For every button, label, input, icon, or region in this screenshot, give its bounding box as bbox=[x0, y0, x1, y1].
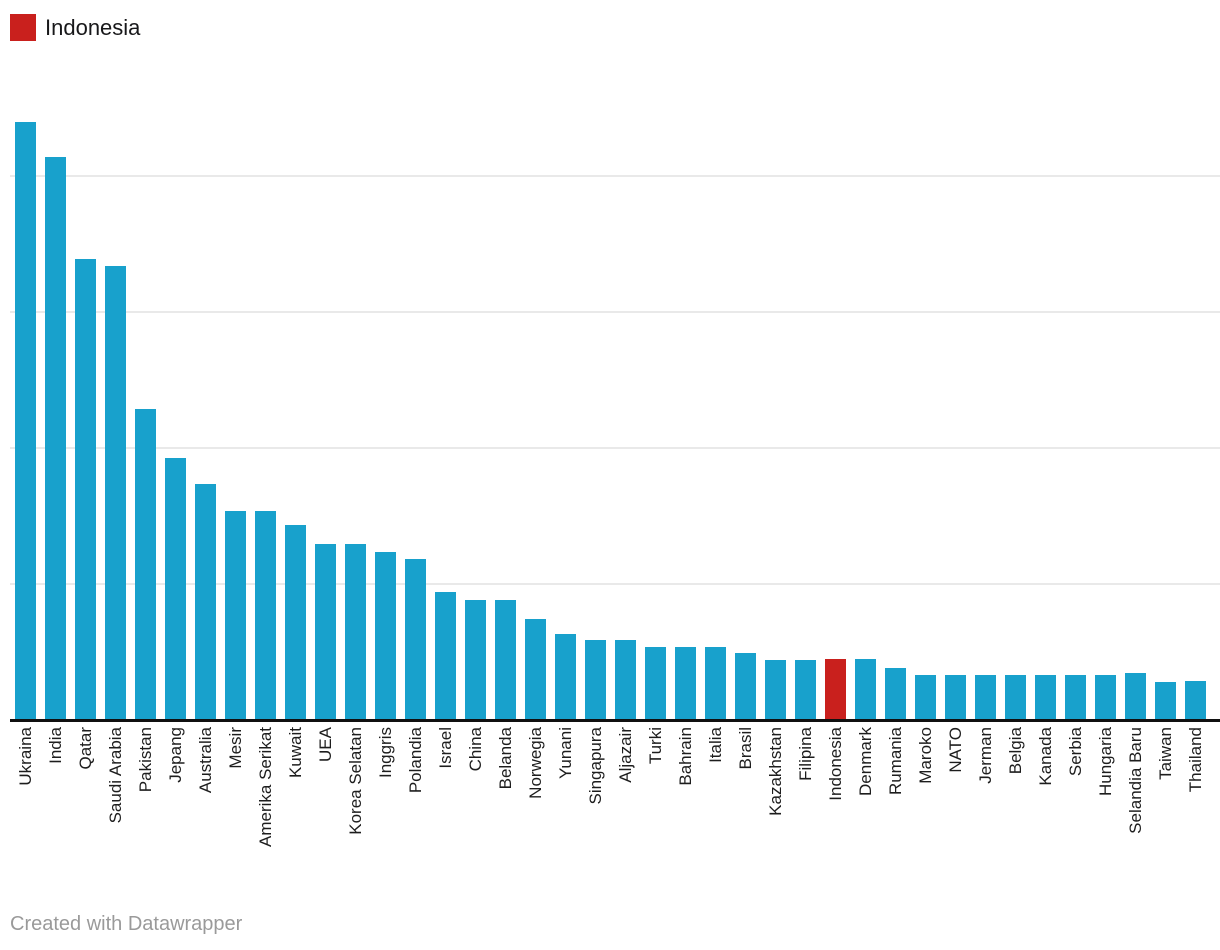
x-label-ukraina: Ukraina bbox=[15, 727, 35, 786]
legend-label: Indonesia bbox=[45, 15, 141, 40]
x-label-jepang: Jepang bbox=[165, 727, 185, 783]
x-label-taiwan: Taiwan bbox=[1155, 727, 1175, 780]
bar-selandia-baru[interactable] bbox=[1125, 673, 1146, 720]
bar-norwegia[interactable] bbox=[525, 619, 546, 720]
bar-indonesia[interactable] bbox=[825, 658, 846, 720]
bar-italia[interactable] bbox=[705, 646, 726, 720]
x-label-thailand: Thailand bbox=[1185, 727, 1205, 793]
x-label-israel: Israel bbox=[435, 727, 455, 769]
x-label-brasil: Brasil bbox=[735, 727, 755, 770]
x-label-pakistan: Pakistan bbox=[135, 727, 155, 793]
bar-rumania[interactable] bbox=[885, 667, 906, 720]
bar-jerman[interactable] bbox=[975, 675, 996, 720]
x-label-aljazair: Aljazair bbox=[615, 727, 635, 783]
x-label-amerika-serikat: Amerika Serikat bbox=[255, 727, 275, 847]
x-label-denmark: Denmark bbox=[855, 727, 875, 796]
x-label-china: China bbox=[465, 727, 485, 772]
gridline bbox=[10, 447, 1220, 449]
bar-kanada[interactable] bbox=[1035, 675, 1056, 720]
x-label-filipina: Filipina bbox=[795, 727, 815, 781]
x-label-inggris: Inggris bbox=[375, 727, 395, 779]
bar-taiwan[interactable] bbox=[1155, 681, 1176, 720]
x-label-kazakhstan: Kazakhstan bbox=[765, 727, 785, 816]
x-label-india: India bbox=[45, 727, 65, 764]
bar-belgia[interactable] bbox=[1005, 675, 1026, 720]
bar-china[interactable] bbox=[465, 600, 486, 720]
bar-nato[interactable] bbox=[945, 675, 966, 720]
x-label-bahrain: Bahrain bbox=[675, 727, 695, 786]
bar-filipina[interactable] bbox=[795, 660, 816, 720]
bar-uea[interactable] bbox=[315, 543, 336, 720]
x-label-belanda: Belanda bbox=[495, 727, 515, 790]
bar-serbia[interactable] bbox=[1065, 675, 1086, 720]
x-label-uea: UEA bbox=[315, 727, 335, 762]
bar-hungaria[interactable] bbox=[1095, 675, 1116, 720]
bar-aljazair[interactable] bbox=[615, 640, 636, 720]
bar-jepang[interactable] bbox=[165, 457, 186, 720]
bar-polandia[interactable] bbox=[405, 558, 426, 720]
bar-israel[interactable] bbox=[435, 592, 456, 720]
bar-maroko[interactable] bbox=[915, 675, 936, 720]
gridline bbox=[10, 175, 1220, 177]
x-label-australia: Australia bbox=[195, 727, 215, 794]
bar-brasil[interactable] bbox=[735, 653, 756, 720]
x-label-hungaria: Hungaria bbox=[1095, 727, 1115, 796]
x-label-qatar: Qatar bbox=[75, 727, 95, 770]
bar-australia[interactable] bbox=[195, 484, 216, 720]
x-label-yunani: Yunani bbox=[555, 727, 575, 779]
gridline bbox=[10, 583, 1220, 585]
x-label-selandia-baru: Selandia Baru bbox=[1125, 727, 1145, 834]
bar-korea-selatan[interactable] bbox=[345, 543, 366, 720]
x-label-maroko: Maroko bbox=[915, 727, 935, 784]
legend-swatch-indonesia bbox=[10, 14, 36, 41]
x-label-serbia: Serbia bbox=[1065, 727, 1085, 777]
x-label-kuwait: Kuwait bbox=[285, 727, 305, 779]
datawrapper-credit-link[interactable]: Created with Datawrapper bbox=[10, 913, 243, 935]
x-label-indonesia: Indonesia bbox=[825, 727, 845, 801]
bar-mesir[interactable] bbox=[225, 511, 246, 720]
bar-belanda[interactable] bbox=[495, 600, 516, 720]
bar-kazakhstan[interactable] bbox=[765, 660, 786, 720]
x-label-jerman: Jerman bbox=[975, 727, 995, 784]
x-label-mesir: Mesir bbox=[225, 727, 245, 769]
bar-thailand[interactable] bbox=[1185, 681, 1206, 720]
bar-bahrain[interactable] bbox=[675, 646, 696, 720]
x-label-italia: Italia bbox=[705, 727, 725, 763]
bar-pakistan[interactable] bbox=[135, 409, 156, 720]
bar-india[interactable] bbox=[45, 156, 66, 720]
bar-qatar[interactable] bbox=[75, 258, 96, 720]
x-label-turki: Turki bbox=[645, 727, 665, 765]
x-label-singapura: Singapura bbox=[585, 727, 605, 805]
x-label-polandia: Polandia bbox=[405, 727, 425, 794]
bar-amerika-serikat[interactable] bbox=[255, 511, 276, 720]
x-label-saudi-arabia: Saudi Arabia bbox=[105, 727, 125, 824]
bar-saudi-arabia[interactable] bbox=[105, 265, 126, 720]
x-label-kanada: Kanada bbox=[1035, 727, 1055, 786]
x-label-nato: NATO bbox=[945, 727, 965, 773]
x-label-norwegia: Norwegia bbox=[525, 727, 545, 799]
bar-inggris[interactable] bbox=[375, 552, 396, 720]
x-label-korea-selatan: Korea Selatan bbox=[345, 727, 365, 835]
gridline bbox=[10, 311, 1220, 313]
bar-yunani[interactable] bbox=[555, 634, 576, 720]
bar-denmark[interactable] bbox=[855, 659, 876, 720]
bar-singapura[interactable] bbox=[585, 640, 606, 720]
x-label-rumania: Rumania bbox=[885, 727, 905, 796]
x-label-belgia: Belgia bbox=[1005, 727, 1025, 775]
bar-kuwait[interactable] bbox=[285, 524, 306, 720]
plot-area bbox=[10, 40, 1220, 720]
legend-item-indonesia: Indonesia bbox=[10, 14, 140, 41]
bar-ukraina[interactable] bbox=[15, 122, 36, 720]
x-axis-line bbox=[10, 719, 1220, 722]
bar-turki[interactable] bbox=[645, 646, 666, 720]
